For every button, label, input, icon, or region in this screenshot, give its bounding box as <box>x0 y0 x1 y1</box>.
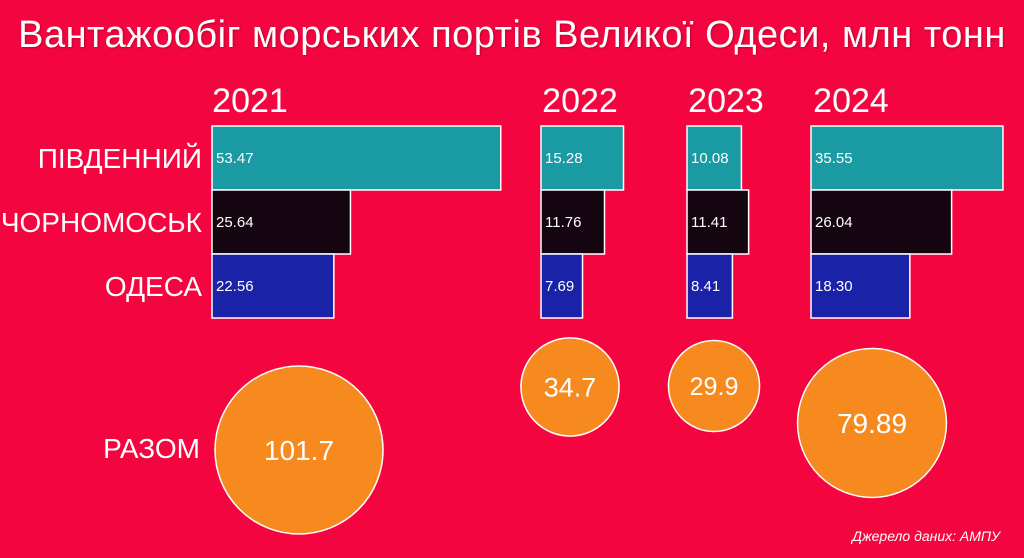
bar-0-2021 <box>211 125 502 191</box>
bar-2-2023 <box>686 253 734 319</box>
bar-0-2024 <box>810 125 1004 191</box>
total-value-2021: 101.7 <box>264 435 334 466</box>
bar-value-1-2022: 11.76 <box>545 214 581 231</box>
bar-value-1-2024: 26.04 <box>815 214 853 231</box>
bar-value-1-2023: 11.41 <box>691 214 727 231</box>
year-label-2023: 2023 <box>688 82 764 120</box>
series-label-2: ОДЕСА <box>105 271 202 302</box>
year-label-2024: 2024 <box>813 82 889 120</box>
bar-0-2023 <box>686 125 743 191</box>
bar-value-0-2022: 15.28 <box>545 150 583 167</box>
bar-2-2021 <box>211 253 335 319</box>
bar-1-2024 <box>810 189 953 255</box>
total-value-2024: 79.89 <box>837 408 907 439</box>
bar-value-0-2023: 10.08 <box>691 150 729 167</box>
total-value-2022: 34.7 <box>544 372 597 402</box>
chart-title: Вантажообіг морських портів Великої Одес… <box>18 14 1006 56</box>
total-circle-2024 <box>796 347 948 499</box>
total-circle-2023 <box>667 339 761 433</box>
total-value-2023: 29.9 <box>690 373 739 401</box>
bar-value-0-2024: 35.55 <box>815 150 853 167</box>
source-note: Джерело даних: АМПУ <box>852 528 1000 544</box>
totals-label: РАЗОМ <box>103 433 200 464</box>
bar-value-2-2021: 22.56 <box>216 278 254 295</box>
bar-value-0-2021: 53.47 <box>216 150 254 167</box>
series-label-0: ПІВДЕННИЙ <box>38 143 202 174</box>
bar-0-2022 <box>540 125 625 191</box>
bar-value-2-2024: 18.30 <box>815 278 853 295</box>
bar-2-2022 <box>540 253 584 319</box>
bar-2-2024 <box>810 253 911 319</box>
bar-value-1-2021: 25.64 <box>216 214 254 231</box>
year-label-2022: 2022 <box>542 82 618 120</box>
series-label-1: ЧОРНОМОСЬК <box>1 207 203 238</box>
year-label-2021: 2021 <box>212 82 288 120</box>
total-circle-2022 <box>520 337 620 437</box>
bar-value-2-2023: 8.41 <box>691 278 720 295</box>
total-circle-2021 <box>214 365 384 535</box>
bar-value-2-2022: 7.69 <box>545 278 574 295</box>
